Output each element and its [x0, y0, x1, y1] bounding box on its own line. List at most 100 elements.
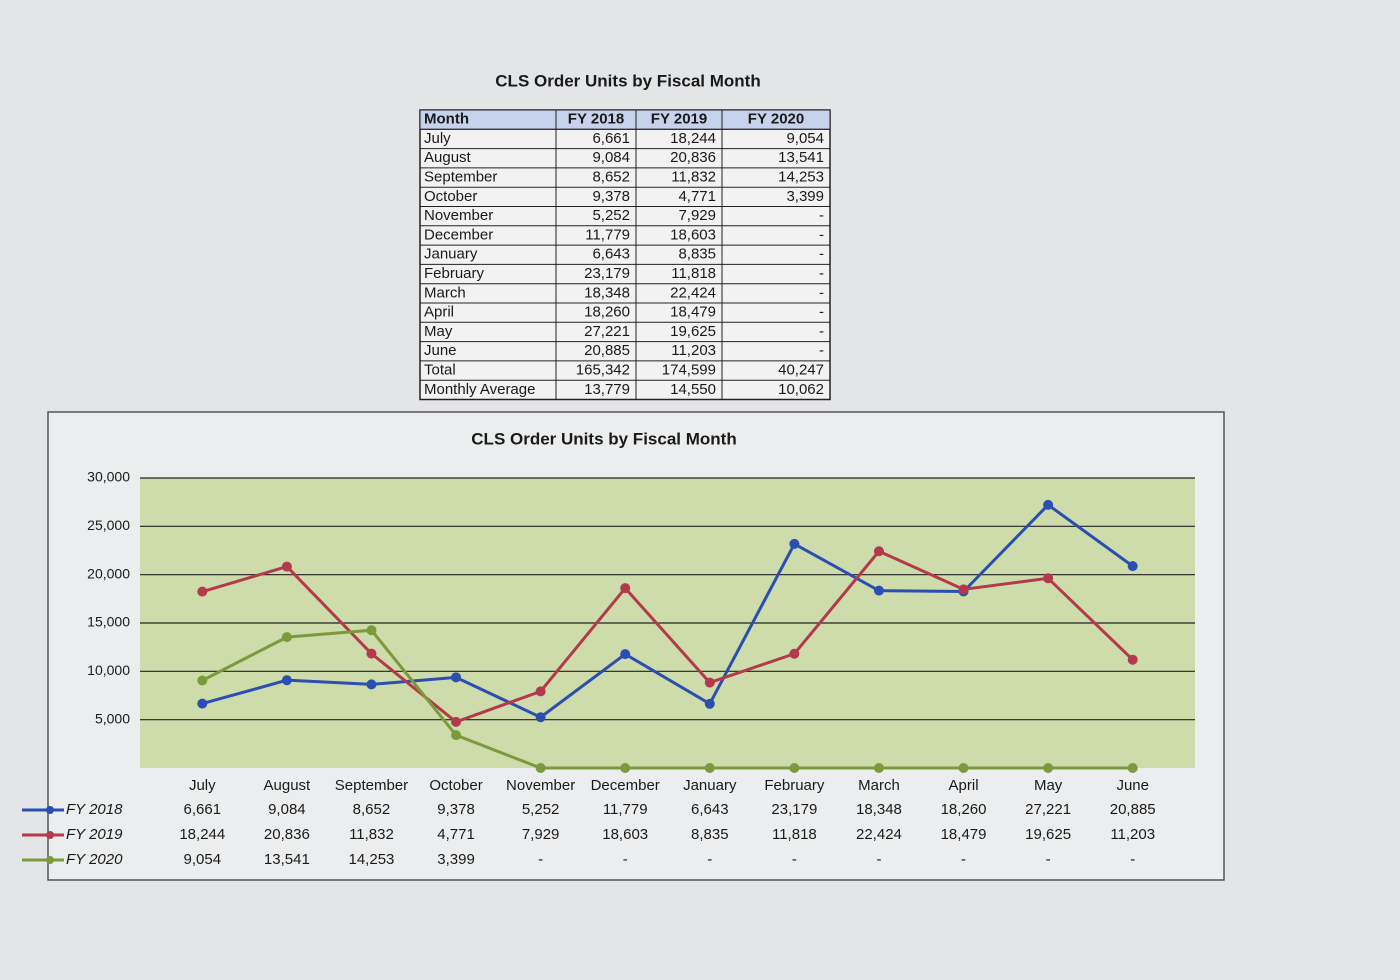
table-cell: 20,836 — [670, 149, 716, 166]
table-cell: 13,779 — [584, 381, 630, 398]
table-cell: 9,054 — [786, 130, 824, 147]
data-point — [451, 672, 462, 683]
data-point — [197, 586, 208, 597]
table-cell: 14,550 — [670, 381, 716, 398]
data-label: - — [1130, 851, 1135, 868]
data-label: 5,252 — [522, 801, 560, 818]
data-label: 11,779 — [603, 801, 648, 818]
data-label: - — [538, 851, 543, 868]
data-label: 18,260 — [941, 801, 987, 818]
data-label: 11,203 — [1110, 826, 1155, 843]
data-label: 4,771 — [437, 826, 475, 843]
table-cell: January — [424, 246, 478, 263]
data-label: 6,643 — [691, 801, 729, 818]
table-cell: - — [819, 265, 824, 282]
data-label: 9,084 — [268, 801, 306, 818]
data-point — [451, 716, 462, 727]
data-label: 9,378 — [437, 801, 475, 818]
table-cell: 22,424 — [670, 284, 716, 301]
table-cell: October — [424, 188, 477, 205]
table-cell: December — [424, 226, 493, 243]
table-cell: 9,378 — [592, 188, 630, 205]
data-point — [789, 538, 800, 549]
x-tick-label: July — [189, 777, 216, 794]
data-point — [197, 675, 208, 686]
table-cell: April — [424, 304, 454, 321]
data-label: 18,348 — [856, 801, 902, 818]
chart: 5,000 10,000 15,000 20,000 25,000 30,000 July A… — [22, 469, 1195, 868]
table-cell: 8,835 — [678, 246, 716, 263]
legend-marker — [46, 806, 54, 814]
data-label: 18,603 — [602, 826, 648, 843]
data-label: 11,832 — [349, 826, 394, 843]
series-line — [201, 549, 1134, 724]
table-cell: February — [424, 265, 485, 282]
header-cell: FY 2019 — [651, 111, 707, 128]
table-cell: 40,247 — [778, 362, 824, 379]
x-tick-label: June — [1116, 777, 1149, 794]
x-tick-label: August — [264, 777, 312, 794]
header-cell: FY 2020 — [748, 111, 804, 128]
data-label: 13,541 — [264, 851, 310, 868]
y-tick-label: 5,000 — [95, 710, 130, 726]
header-cell: Month — [424, 111, 469, 128]
data-label: 7,929 — [522, 826, 560, 843]
data-point — [366, 648, 377, 659]
data-point — [620, 583, 631, 594]
table-cell: 7,929 — [678, 207, 716, 224]
data-label: 9,054 — [184, 851, 222, 868]
legend-label: FY 2019 — [66, 826, 123, 843]
legend-marker — [46, 856, 54, 864]
x-tick-label: April — [949, 777, 979, 794]
data-point — [535, 686, 546, 697]
data-point — [1127, 763, 1138, 773]
data-label: - — [1046, 851, 1051, 868]
table-cell: 6,643 — [592, 246, 630, 263]
data-point — [1043, 573, 1054, 584]
table-cell: 11,818 — [671, 265, 716, 282]
series-line — [201, 502, 1134, 719]
data-point — [958, 763, 969, 773]
data-point — [789, 648, 800, 659]
data-point — [451, 730, 462, 741]
data-label: 6,661 — [184, 801, 222, 818]
data-label: 18,244 — [179, 826, 225, 843]
data-point — [535, 763, 546, 773]
data-point — [873, 546, 884, 557]
data-point — [958, 584, 969, 595]
data-label: - — [961, 851, 966, 868]
y-tick-label: 20,000 — [87, 565, 130, 581]
table-cell: 18,603 — [670, 226, 716, 243]
table-cell: 8,652 — [592, 169, 630, 186]
data-label: 11,818 — [772, 826, 817, 843]
data-label: 27,221 — [1025, 801, 1071, 818]
data-label: 8,652 — [353, 801, 391, 818]
data-label: 22,424 — [856, 826, 902, 843]
data-point — [620, 763, 631, 773]
data-point — [535, 712, 546, 723]
table-cell: September — [424, 169, 497, 186]
table-cell: 18,348 — [584, 284, 630, 301]
data-point — [197, 698, 208, 709]
x-tick-label: November — [506, 777, 575, 794]
table-cell: Total — [424, 362, 456, 379]
table-cell: Monthly Average — [424, 381, 535, 398]
table-cell: 14,253 — [778, 169, 824, 186]
table-cell: - — [819, 226, 824, 243]
table-cell: 11,779 — [585, 226, 630, 243]
table-cell: June — [424, 342, 457, 359]
table-cell: 11,832 — [671, 169, 716, 186]
table-cell: March — [424, 284, 466, 301]
data-point — [1127, 561, 1138, 572]
table-cell: 23,179 — [584, 265, 630, 282]
legend-label: FY 2020 — [66, 851, 123, 868]
data-point — [1043, 763, 1054, 773]
table-cell: 3,399 — [786, 188, 824, 205]
table-cell: - — [819, 207, 824, 224]
x-tick-label: December — [591, 777, 660, 794]
table-cell: - — [819, 304, 824, 321]
table-cell: - — [819, 342, 824, 359]
data-point — [704, 763, 715, 773]
data-label: - — [623, 851, 628, 868]
data-label: - — [876, 851, 881, 868]
